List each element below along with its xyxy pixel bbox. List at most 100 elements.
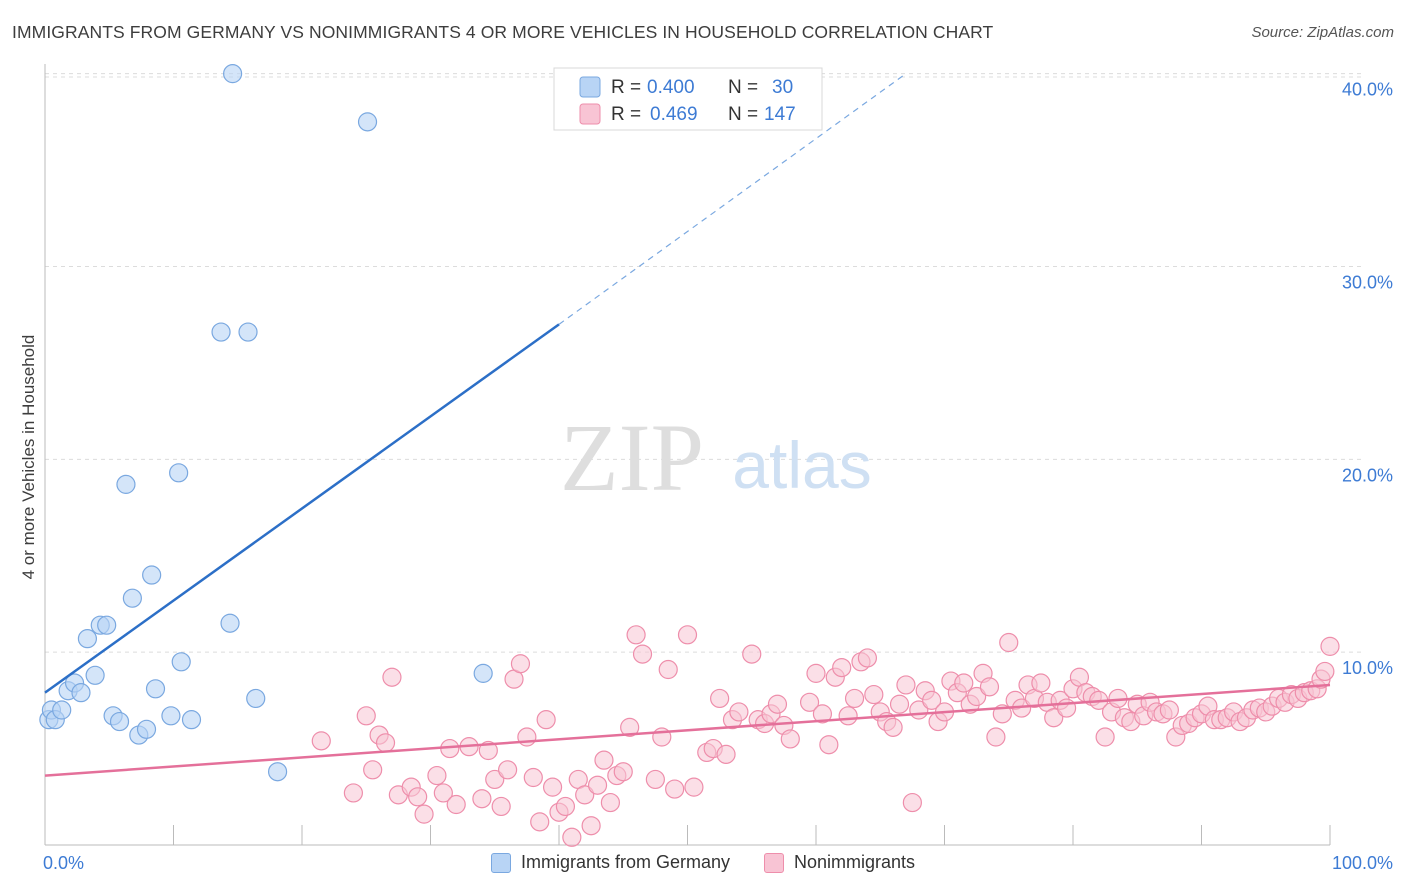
germany-point-21 — [171, 652, 191, 672]
nonimmigrants-point-16 — [472, 789, 492, 809]
y-tick-label-3: 40.0% — [1342, 80, 1393, 100]
y-tick-label-0: 10.0% — [1342, 658, 1393, 678]
nonimmigrants-point-12 — [433, 783, 453, 803]
legend-n-label-2: N = — [728, 104, 758, 125]
nonimmigrants-point-92 — [999, 632, 1019, 653]
watermark: ZIP atlas — [560, 404, 872, 511]
germany-point-18 — [145, 679, 166, 699]
germany-point-26 — [238, 322, 258, 342]
legend-r-value-1: 0.400 — [647, 77, 695, 98]
nonimmigrants-point-2 — [356, 706, 376, 726]
source-label: Source: ZipAtlas.com — [1251, 24, 1394, 41]
nonimmigrants-point-17 — [478, 740, 498, 761]
nonimmigrants-point-53 — [729, 702, 749, 722]
nonimmigrants-point-107 — [1095, 727, 1115, 747]
nonimmigrants-point-42 — [645, 769, 665, 790]
nonimmigrants-point-18 — [485, 769, 505, 790]
nonimmigrants-point-29 — [555, 796, 576, 817]
nonimmigrants-point-71 — [864, 684, 884, 705]
nonimmigrants-point-89 — [979, 677, 1000, 697]
nonimmigrants-point-9 — [408, 787, 428, 807]
nonimmigrants-point-87 — [967, 686, 987, 707]
legend-swatch-germany-bottom — [490, 852, 511, 873]
nonimmigrants-point-54 — [742, 644, 762, 664]
legend-r-label-2: R = — [611, 104, 641, 125]
nonimmigrants-points — [311, 625, 1340, 847]
nonimmigrants-point-19 — [491, 796, 511, 817]
nonimmigrants-point-36 — [600, 792, 621, 813]
nonimmigrants-point-75 — [889, 694, 910, 714]
chart-title: IMMIGRANTS FROM GERMANY VS NONIMMIGRANTS… — [12, 22, 994, 42]
legend-swatch-nonimmigrants — [579, 103, 601, 125]
nonimmigrants-point-11 — [427, 765, 447, 786]
x-tick-label-0: 0.0% — [43, 853, 84, 873]
nonimmigrants-point-35 — [594, 750, 614, 770]
legend-n-value-1: 30 — [772, 77, 793, 98]
germany-point-28 — [267, 762, 288, 782]
y-tick-label-2: 30.0% — [1342, 272, 1393, 292]
y-tick-label-1: 20.0% — [1342, 465, 1393, 485]
nonimmigrants-point-46 — [677, 625, 698, 645]
nonimmigrants-point-22 — [510, 654, 531, 674]
nonimmigrants-point-66 — [832, 657, 852, 678]
germany-point-13 — [116, 474, 136, 494]
nonimmigrants-point-77 — [902, 792, 922, 813]
germany-point-14 — [122, 588, 142, 608]
legend-r-label-1: R = — [611, 77, 641, 98]
germany-point-3 — [52, 700, 72, 720]
nonimmigrants-point-45 — [665, 779, 685, 799]
nonimmigrants-point-58 — [767, 694, 788, 714]
nonimmigrants-point-0 — [311, 731, 331, 751]
nonimmigrants-point-10 — [414, 804, 434, 824]
nonimmigrants-point-27 — [542, 777, 563, 797]
x-tick-labels: 0.0% 100.0% — [43, 853, 1393, 873]
nonimmigrants-point-39 — [620, 717, 640, 737]
nonimmigrants-point-44 — [658, 659, 678, 680]
nonimmigrants-point-99 — [1044, 708, 1064, 728]
nonimmigrants-point-68 — [844, 688, 865, 709]
germany-point-22 — [181, 710, 202, 730]
nonimmigrants-point-62 — [806, 663, 826, 683]
germany-point-24 — [220, 613, 240, 633]
legend-n-value-2: 147 — [764, 104, 796, 125]
nonimmigrants-point-14 — [446, 794, 466, 815]
nonimmigrants-point-32 — [575, 785, 595, 805]
legend-label-germany: Immigrants from Germany — [520, 852, 730, 872]
legend-n-label-1: N = — [728, 77, 758, 98]
nonimmigrants-point-143 — [1320, 636, 1340, 656]
nonimmigrants-point-117 — [1159, 700, 1179, 720]
y-axis-label: 4 or more Vehicles in Household — [19, 335, 38, 580]
nonimmigrants-point-33 — [581, 816, 601, 836]
germany-point-30 — [473, 663, 493, 683]
legend-top: R = 0.400 N = 30 R = 0.469 N = 147 — [553, 67, 823, 131]
germany-point-29 — [357, 112, 378, 132]
nonimmigrants-point-5 — [375, 733, 396, 753]
germany-point-17 — [142, 565, 162, 585]
nonimmigrants-point-34 — [587, 775, 608, 795]
nonimmigrants-point-51 — [716, 744, 736, 764]
nonimmigrants-point-26 — [536, 710, 556, 730]
y-tick-labels: 10.0% 20.0% 30.0% 40.0% — [1342, 80, 1393, 679]
germany-point-19 — [161, 706, 181, 726]
nonimmigrants-point-67 — [838, 706, 858, 726]
nonimmigrants-point-142 — [1315, 661, 1335, 682]
nonimmigrants-point-80 — [922, 690, 942, 710]
nonimmigrants-point-85 — [954, 673, 974, 693]
nonimmigrants-point-64 — [819, 735, 839, 755]
nonimmigrants-point-3 — [363, 760, 383, 780]
legend-r-value-2: 0.469 — [650, 104, 698, 125]
nonimmigrants-point-6 — [382, 667, 402, 687]
nonimmigrants-point-1 — [343, 783, 363, 803]
nonimmigrants-point-61 — [799, 692, 820, 712]
legend-item-nonimmigrants: Nonimmigrants — [764, 852, 915, 873]
nonimmigrants-point-41 — [632, 644, 653, 664]
germany-point-12 — [109, 711, 130, 732]
nonimmigrants-point-70 — [857, 648, 878, 668]
nonimmigrants-point-24 — [523, 767, 543, 788]
germany-point-25 — [223, 64, 243, 84]
nonimmigrants-point-101 — [1056, 698, 1077, 718]
germany-point-10 — [97, 615, 117, 635]
nonimmigrants-point-30 — [562, 827, 582, 847]
nonimmigrants-point-63 — [812, 704, 833, 724]
